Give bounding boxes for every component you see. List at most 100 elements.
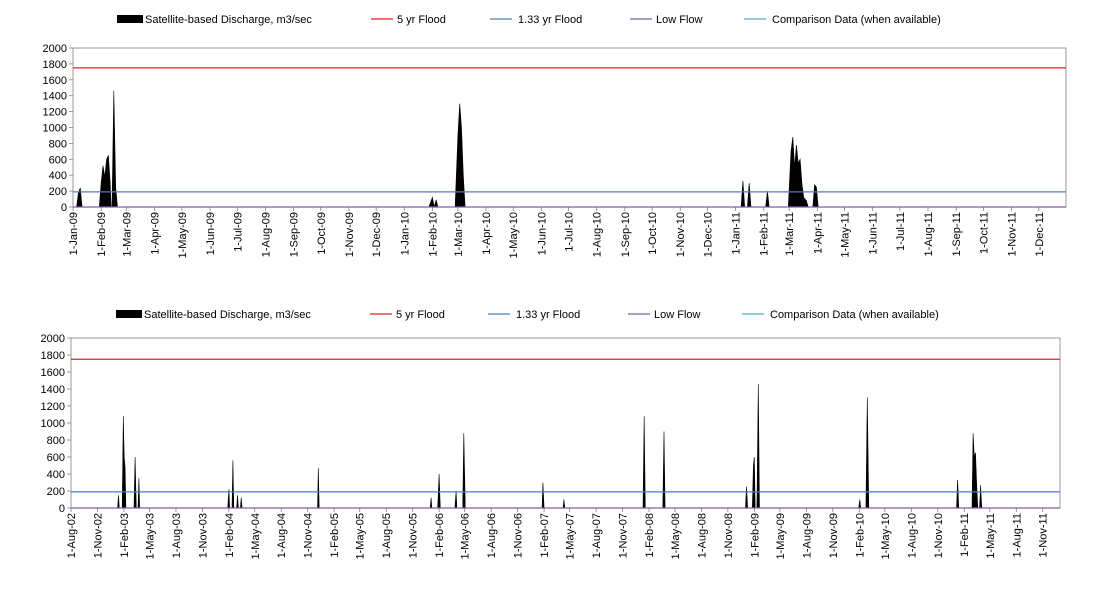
legend-item: 5 yr Flood bbox=[371, 14, 446, 26]
x-tick-label: 1-Nov-10 bbox=[933, 513, 945, 558]
x-tick-label: 1-Feb-09 bbox=[96, 212, 108, 257]
legend-item: Comparison Data (when available) bbox=[744, 14, 941, 26]
x-tick-label: 1-Feb-03 bbox=[119, 513, 131, 558]
legend-label: Comparison Data (when available) bbox=[770, 309, 939, 321]
x-tick-label: 1-Feb-11 bbox=[759, 212, 771, 256]
y-tick-label: 400 bbox=[47, 469, 65, 481]
x-tick-label: 1-Oct-11 bbox=[978, 212, 990, 254]
legend-label: Comparison Data (when available) bbox=[772, 14, 941, 26]
y-tick-label: 1200 bbox=[43, 107, 67, 119]
y-tick-label: 1800 bbox=[41, 350, 65, 362]
x-tick-label: 1-Nov-03 bbox=[197, 513, 209, 558]
legend-label: Satellite-based Discharge, m3/sec bbox=[144, 309, 311, 321]
legend-label: Satellite-based Discharge, m3/sec bbox=[145, 14, 312, 26]
x-tick-label: 1-Nov-11 bbox=[1038, 513, 1050, 557]
y-tick-label: 800 bbox=[49, 138, 67, 150]
legend-label: 5 yr Flood bbox=[397, 14, 446, 26]
x-tick-label: 1-Feb-10 bbox=[854, 513, 866, 558]
y-tick-label: 400 bbox=[49, 170, 67, 182]
x-tick-label: 1-May-06 bbox=[460, 513, 472, 559]
x-tick-label: 1-Jan-11 bbox=[731, 212, 743, 255]
y-tick-label: 1200 bbox=[41, 401, 65, 413]
plot-area bbox=[72, 47, 1067, 208]
legend-item: Satellite-based Discharge, m3/sec bbox=[117, 14, 312, 26]
x-tick-label: 1-Jan-09 bbox=[68, 212, 80, 255]
x-tick-label: 1-Nov-10 bbox=[675, 212, 687, 257]
x-tick-label: 1-Feb-06 bbox=[434, 513, 446, 558]
legend-label: Low Flow bbox=[654, 309, 701, 321]
x-tick-label: 1-May-08 bbox=[670, 513, 682, 559]
y-tick-label: 1800 bbox=[43, 59, 67, 71]
legend-label: 1.33 yr Flood bbox=[516, 309, 580, 321]
y-tick-label: 200 bbox=[47, 486, 65, 498]
x-tick-label: 1-May-09 bbox=[775, 513, 787, 559]
x-tick-label: 1-Sep-09 bbox=[289, 212, 301, 257]
x-tick-label: 1-Mar-10 bbox=[453, 212, 465, 257]
x-tick-label: 1-Nov-09 bbox=[344, 212, 356, 257]
x-tick-label: 1-May-10 bbox=[880, 513, 892, 559]
x-tick-label: 1-Feb-04 bbox=[224, 513, 236, 558]
x-tick-label: 1-Apr-11 bbox=[812, 212, 824, 254]
x-tick-label: 1-Mar-11 bbox=[784, 212, 796, 256]
x-tick-label: 1-Feb-05 bbox=[329, 513, 341, 558]
x-tick-label: 1-Dec-09 bbox=[371, 212, 383, 257]
x-tick-label: 1-Aug-11 bbox=[1011, 513, 1023, 557]
x-tick-label: 1-Nov-07 bbox=[618, 513, 630, 558]
x-tick-label: 1-Oct-09 bbox=[316, 212, 328, 255]
x-tick-label: 1-Sep-11 bbox=[951, 212, 963, 256]
x-tick-label: 1-Nov-05 bbox=[408, 513, 420, 558]
x-tick-label: 1-Jun-09 bbox=[205, 212, 217, 255]
x-tick-label: 1-May-09 bbox=[177, 212, 189, 258]
x-tick-label: 1-Nov-04 bbox=[303, 513, 315, 558]
x-tick-label: 1-Oct-10 bbox=[647, 212, 659, 255]
y-tick-label: 1000 bbox=[43, 123, 67, 135]
x-tick-label: 1-Aug-06 bbox=[486, 513, 498, 558]
x-tick-label: 1-Jan-10 bbox=[399, 212, 411, 255]
x-tick-label: 1-Aug-10 bbox=[592, 212, 604, 257]
x-tick-label: 1-Nov-09 bbox=[828, 513, 840, 558]
chart-2: Satellite-based Discharge, m3/sec 5 yr Fl… bbox=[41, 309, 1061, 559]
y-tick-label: 1600 bbox=[41, 367, 65, 379]
x-tick-label: 1-Aug-08 bbox=[696, 513, 708, 558]
legend-item: Low Flow bbox=[630, 14, 703, 26]
y-tick-label: 2000 bbox=[41, 333, 65, 345]
y-tick-label: 800 bbox=[47, 435, 65, 447]
legend-label: 1.33 yr Flood bbox=[518, 14, 582, 26]
x-tick-label: 1-Feb-08 bbox=[644, 513, 656, 558]
plot-area bbox=[70, 337, 1061, 509]
x-tick-label: 1-Mar-09 bbox=[122, 212, 134, 257]
x-tick-label: 1-Aug-07 bbox=[591, 513, 603, 558]
y-tick-label: 0 bbox=[61, 202, 67, 214]
legend-label: 5 yr Flood bbox=[396, 309, 445, 321]
x-tick-label: 1-Aug-04 bbox=[276, 513, 288, 558]
x-tick-label: 1-May-04 bbox=[250, 513, 262, 559]
x-tick-label: 1-Apr-10 bbox=[481, 212, 493, 255]
y-tick-label: 1000 bbox=[41, 418, 65, 430]
legend-item: Low Flow bbox=[628, 309, 701, 321]
legend-swatch bbox=[117, 15, 143, 23]
x-tick-label: 1-Aug-03 bbox=[171, 513, 183, 558]
x-tick-label: 1-May-10 bbox=[508, 212, 520, 258]
x-tick-label: 1-Nov-08 bbox=[723, 513, 735, 558]
x-tick-label: 1-May-11 bbox=[985, 513, 997, 559]
legend-item: 1.33 yr Flood bbox=[490, 14, 582, 26]
legend-item: Comparison Data (when available) bbox=[742, 309, 939, 321]
legend-item: Satellite-based Discharge, m3/sec bbox=[116, 309, 311, 321]
x-tick-label: 1-Jun-11 bbox=[868, 212, 880, 255]
x-tick-label: 1-May-05 bbox=[355, 513, 367, 559]
discharge-area bbox=[71, 383, 983, 509]
legend-item: 1.33 yr Flood bbox=[488, 309, 580, 321]
x-tick-label: 1-Aug-05 bbox=[381, 513, 393, 558]
y-tick-label: 2000 bbox=[43, 43, 67, 55]
x-tick-label: 1-Aug-11 bbox=[923, 212, 935, 256]
discharge-area bbox=[73, 90, 819, 208]
x-tick-label: 1-Nov-02 bbox=[92, 513, 104, 558]
x-tick-label: 1-Feb-10 bbox=[427, 212, 439, 257]
y-tick-label: 1400 bbox=[43, 91, 67, 103]
legend-label: Low Flow bbox=[656, 14, 703, 26]
legend-swatch bbox=[116, 310, 142, 318]
x-tick-label: 1-Sep-10 bbox=[620, 212, 632, 257]
legend-item: 5 yr Flood bbox=[370, 309, 445, 321]
x-tick-label: 1-Jun-10 bbox=[536, 212, 548, 255]
